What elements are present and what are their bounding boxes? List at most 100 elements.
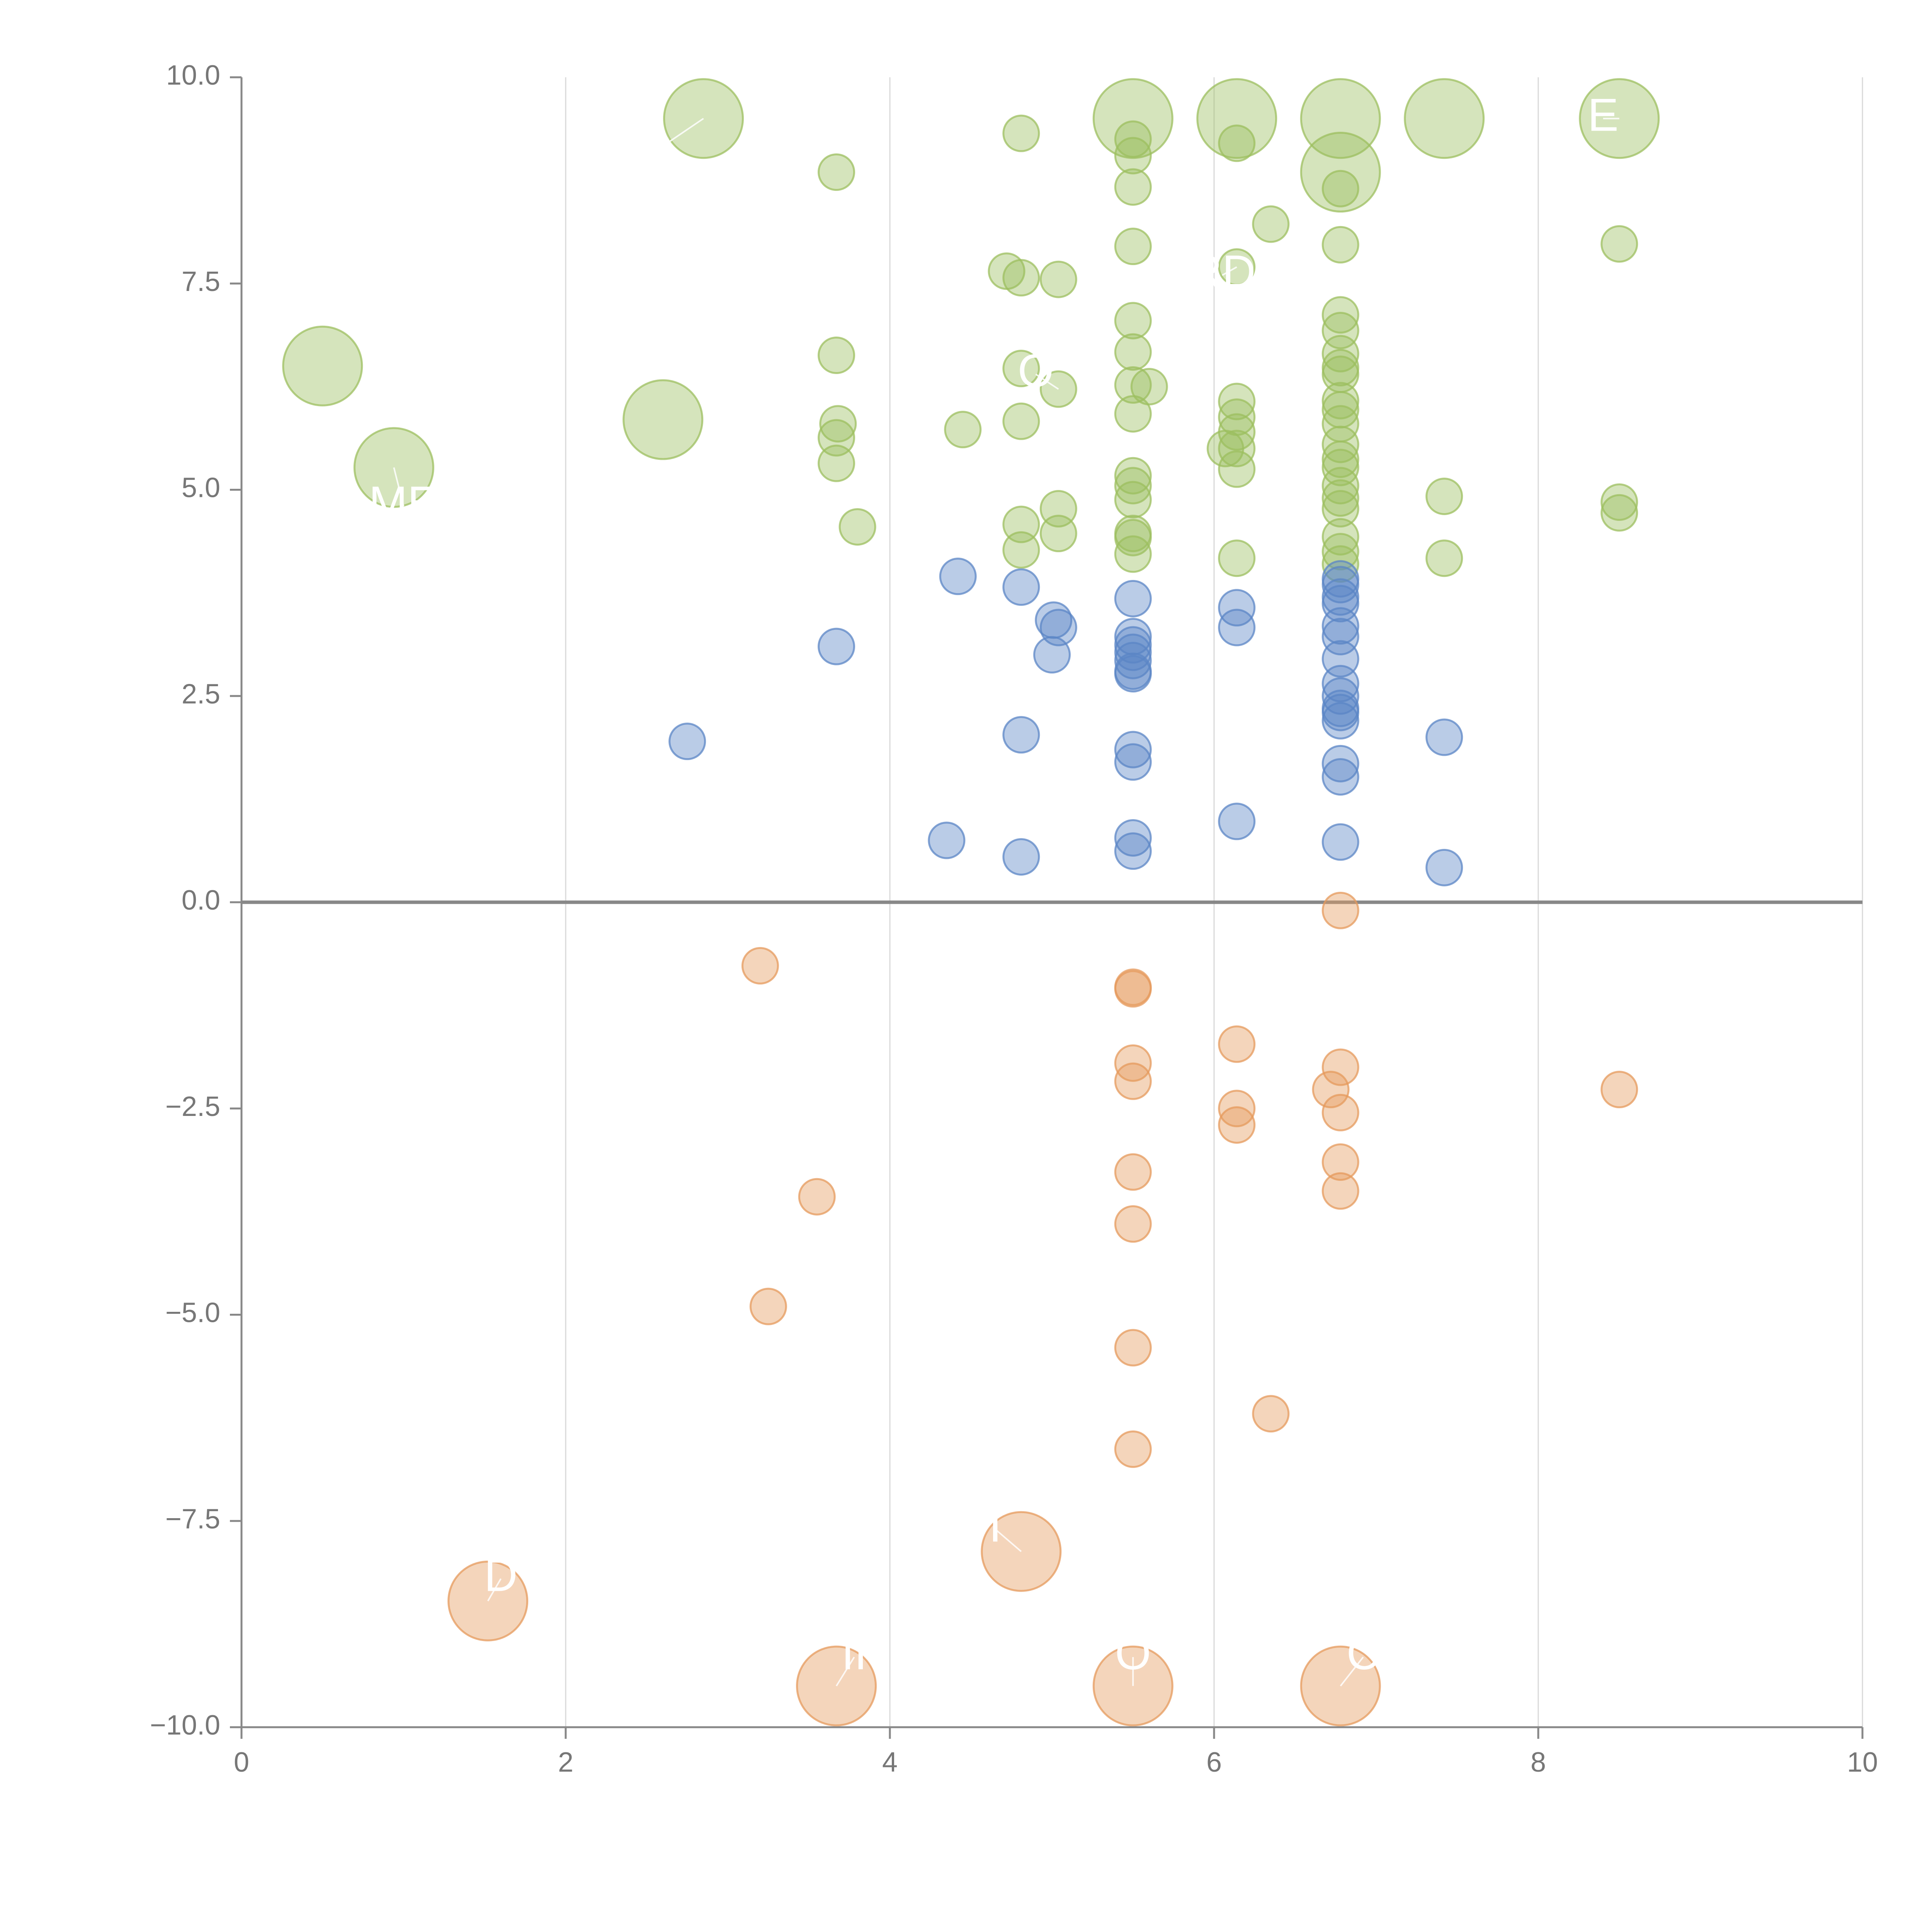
y-tick-label: −2.5	[165, 1091, 220, 1122]
bubble-high	[1114, 395, 1152, 433]
bubble-low	[1218, 1106, 1256, 1144]
bubble-mid	[1114, 819, 1152, 857]
bubble-high	[1092, 78, 1173, 159]
callout-label: II	[841, 1628, 867, 1679]
callout-label: D	[484, 1549, 518, 1601]
bubble-high	[282, 325, 363, 406]
bubble-mid	[1114, 633, 1152, 671]
x-tick-label: 6	[1206, 1747, 1222, 1778]
y-tick-label: 7.5	[182, 266, 220, 297]
bubble-high	[1218, 450, 1256, 488]
bubble-mid	[1321, 758, 1359, 796]
bubble-low	[1218, 1090, 1256, 1128]
bubble-mid	[1002, 838, 1040, 876]
bubble-high	[1321, 296, 1359, 334]
bubble-mid	[1114, 743, 1152, 781]
y-tick-label: 2.5	[182, 679, 220, 709]
bubble-high	[1600, 494, 1638, 532]
bubble-high	[838, 508, 876, 546]
bubble-high	[1218, 398, 1256, 436]
bubble-high	[1321, 170, 1359, 207]
bubble-high	[1114, 120, 1152, 158]
bubble-high	[1002, 402, 1040, 440]
bubble-high	[1321, 467, 1359, 505]
bubble-low	[1114, 970, 1152, 1008]
bubble-low	[1218, 1025, 1256, 1063]
y-tick-label: −7.5	[165, 1503, 220, 1534]
bubble-high	[1321, 335, 1359, 372]
callout-leader	[393, 467, 405, 507]
y-tick-label: 5.0	[182, 473, 220, 503]
bubble-high	[1600, 225, 1638, 263]
bubble-high	[1321, 226, 1359, 264]
series-low	[447, 891, 1638, 1726]
bubble-mid	[1321, 566, 1359, 604]
bubble-high	[1300, 132, 1381, 213]
bubble-high	[1130, 368, 1168, 406]
bubble-high	[1321, 518, 1359, 556]
bubble-mid	[1218, 589, 1256, 627]
bubble-high	[1321, 440, 1359, 478]
y-tick-label: −10.0	[150, 1710, 220, 1741]
bubble-high	[1114, 366, 1152, 404]
bubble-mid	[1321, 585, 1359, 622]
callout-leader	[487, 1578, 502, 1602]
x-tick-label: 4	[882, 1747, 898, 1778]
x-tick-label: 2	[558, 1747, 573, 1778]
y-tick-label: −5.0	[165, 1298, 220, 1328]
bubble-mid	[928, 821, 966, 859]
bubble-low	[1114, 1153, 1152, 1191]
bubble-high	[818, 153, 855, 191]
callout-label: I	[989, 1500, 1002, 1551]
y-tick-label: 10.0	[166, 60, 220, 91]
bubble-mid	[939, 558, 977, 595]
bubble-mid	[668, 723, 706, 760]
bubble-mid	[1002, 716, 1040, 754]
callout-leader	[1340, 1656, 1364, 1687]
bubble-mid	[1002, 568, 1040, 606]
bubble-high	[1039, 260, 1077, 298]
bubble-low	[749, 1287, 787, 1325]
bubble-low	[1114, 1062, 1152, 1100]
bubble-low	[1114, 1430, 1152, 1468]
bubble-mid	[1321, 618, 1359, 656]
series-high	[282, 78, 1660, 583]
bubble-mid	[1321, 823, 1359, 861]
bubble-high	[944, 411, 982, 449]
callout-label: O	[1018, 345, 1054, 396]
y-axis-ticks: −10.0 −7.5 −5.0 −2.5 0.0 2.5 5.0 7.5 10.0	[150, 60, 242, 1741]
bubble-high	[1321, 479, 1359, 517]
bubble-low	[1321, 1143, 1359, 1181]
bubble-low	[1312, 1071, 1350, 1109]
bubble-high	[1321, 382, 1359, 420]
bubble-high	[1404, 78, 1485, 159]
callout-leader	[1035, 373, 1059, 390]
bubble-high	[1252, 205, 1290, 243]
bubble-mid	[1321, 745, 1359, 782]
y-tick-label: 0.0	[182, 885, 220, 916]
bubble-mid	[1321, 694, 1359, 731]
callout-leader	[835, 1656, 855, 1687]
bubble-mid	[818, 628, 855, 665]
bubble-high	[1218, 383, 1256, 420]
bubble-high	[1321, 311, 1359, 349]
bubble-mid	[1114, 832, 1152, 870]
bubble-high	[1114, 302, 1152, 340]
bubble-high	[1002, 114, 1040, 152]
bubble-high	[1196, 78, 1277, 159]
series-mid	[668, 558, 1463, 886]
bubble-high	[1321, 490, 1359, 528]
bubble-mid	[1114, 641, 1152, 679]
bubble-high	[1218, 124, 1256, 162]
bubble-mid	[1321, 702, 1359, 740]
callout-label: O	[1115, 1628, 1151, 1679]
bubble-mid	[1033, 636, 1071, 673]
bubble-high	[1114, 467, 1152, 505]
callout-label: O	[637, 122, 673, 174]
bubble-high	[1002, 350, 1040, 388]
x-tick-label: 8	[1531, 1747, 1546, 1778]
bubble-high	[1218, 539, 1256, 577]
bubble-high	[1425, 478, 1463, 515]
